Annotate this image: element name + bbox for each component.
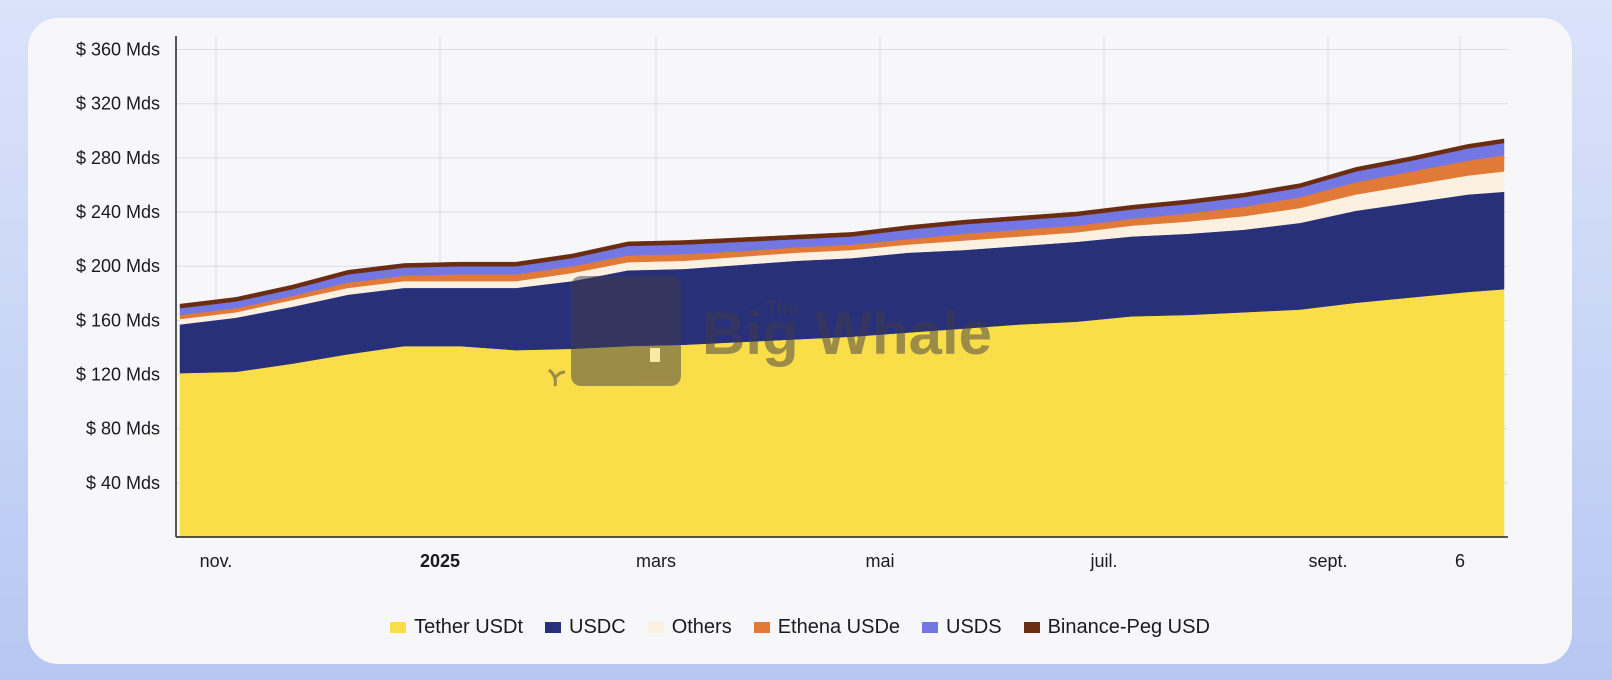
x-tick-label: 6	[1455, 551, 1465, 571]
legend-swatch	[545, 622, 562, 633]
x-tick-label: juil.	[1089, 551, 1117, 571]
legend-label: USDS	[946, 616, 1002, 638]
legend-label: Others	[671, 616, 732, 638]
area-binance-peg-usd	[179, 138, 1505, 309]
watermark-logo-box	[571, 276, 681, 386]
y-tick-label: $ 360 Mds	[76, 40, 160, 60]
y-tick-label: $ 40 Mds	[86, 473, 160, 493]
watermark-logo-notch	[650, 348, 660, 362]
legend-swatch	[922, 622, 939, 633]
legend-item-ethena-usde[interactable]: Ethena USDe	[753, 616, 901, 639]
legend-swatch	[1023, 622, 1040, 633]
legend-swatch	[390, 622, 407, 633]
y-tick-label: $ 120 Mds	[76, 365, 160, 385]
watermark-large-text: Big Whale	[702, 300, 992, 367]
series-areas	[179, 138, 1505, 538]
axes	[175, 36, 1508, 538]
x-tick-label: sept.	[1308, 551, 1347, 571]
chart-card: The Big Whale $ 40 Mds $ 80 Mds $ 120 Mds $…	[28, 18, 1572, 664]
legend-item-usdc[interactable]: USDC	[545, 616, 626, 639]
y-tick-label: $ 200 Mds	[76, 256, 160, 276]
legend-label: USDC	[569, 616, 626, 638]
y-tick-labels: $ 40 Mds $ 80 Mds $ 120 Mds $ 160 Mds $ 200 …	[76, 40, 160, 493]
legend-label: Binance-Peg USD	[1047, 616, 1210, 638]
x-tick-label: 2025	[420, 551, 460, 571]
y-tick-label: $ 280 Mds	[76, 148, 160, 168]
legend-item-others[interactable]: Others	[647, 616, 732, 639]
legend-item-tether-usdt[interactable]: Tether USDt	[390, 616, 523, 639]
legend-item-binance-peg-usd[interactable]: Binance-Peg USD	[1023, 616, 1210, 639]
y-tick-label: $ 240 Mds	[76, 202, 160, 222]
x-tick-label: mai	[865, 551, 894, 571]
legend-swatch	[647, 622, 664, 633]
y-tick-label: $ 320 Mds	[76, 94, 160, 114]
x-tick-labels: nov. 2025 mars mai juil. sept. 6	[200, 551, 1465, 571]
watermark-small-text: The	[766, 298, 798, 318]
legend: Tether USDt USDC Others Ethena USDe USDS Bina…	[28, 616, 1572, 639]
sprout-icon	[548, 368, 566, 387]
legend-item-usds[interactable]: USDS	[922, 616, 1002, 639]
x-tick-label: nov.	[200, 551, 233, 571]
watermark: The Big Whale	[548, 276, 992, 387]
y-tick-label: $ 160 Mds	[76, 310, 160, 330]
legend-label: Tether USDt	[414, 616, 524, 638]
legend-label: Ethena USDe	[777, 616, 901, 638]
stacked-area-chart: The Big Whale $ 40 Mds$ 80 Mds$ 120 Mds$…	[76, 36, 1508, 571]
legend-swatch	[753, 622, 770, 633]
y-tick-label: $ 80 Mds	[86, 419, 160, 439]
x-tick-label: mars	[636, 551, 676, 571]
